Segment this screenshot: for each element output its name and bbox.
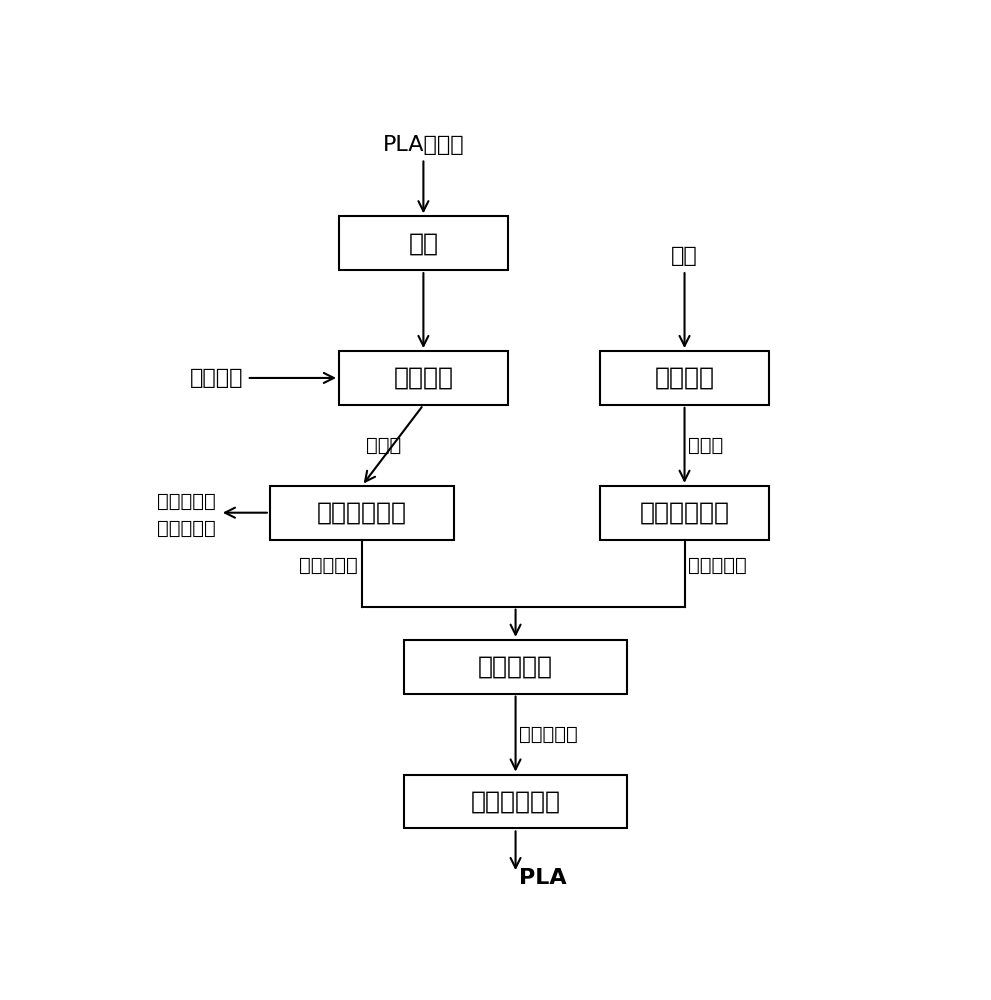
Text: 水解介质: 水解介质 xyxy=(189,368,243,388)
Bar xyxy=(601,486,769,540)
Text: 纯的丙交酯: 纯的丙交酯 xyxy=(519,725,578,744)
Bar xyxy=(404,640,627,694)
Text: 部分水解: 部分水解 xyxy=(393,366,454,390)
Text: 环化解聚作用: 环化解聚作用 xyxy=(639,501,729,525)
Text: 环化解聚作用: 环化解聚作用 xyxy=(317,501,407,525)
Bar xyxy=(270,486,454,540)
Text: 粗的丙交酯: 粗的丙交酯 xyxy=(299,556,358,575)
Bar xyxy=(601,351,769,405)
Bar xyxy=(339,351,507,405)
Bar xyxy=(339,216,507,270)
Text: 乳酸: 乳酸 xyxy=(671,246,698,266)
Text: 质的残余物: 质的残余物 xyxy=(158,519,216,538)
Text: 粗的丙交酯: 粗的丙交酯 xyxy=(689,556,747,575)
Text: 开环聚合作用: 开环聚合作用 xyxy=(471,789,561,813)
Text: 具有外来物: 具有外来物 xyxy=(158,492,216,511)
Text: 低聚物: 低聚物 xyxy=(689,436,723,455)
Text: 缩聚作用: 缩聚作用 xyxy=(654,366,715,390)
Text: PLA: PLA xyxy=(519,868,567,888)
Text: 丙交酯纯化: 丙交酯纯化 xyxy=(478,655,553,679)
Text: 低聚物: 低聚物 xyxy=(366,436,401,455)
Text: 熔融: 熔融 xyxy=(408,231,438,255)
Text: PLA废产物: PLA废产物 xyxy=(383,135,464,155)
Bar xyxy=(404,774,627,828)
